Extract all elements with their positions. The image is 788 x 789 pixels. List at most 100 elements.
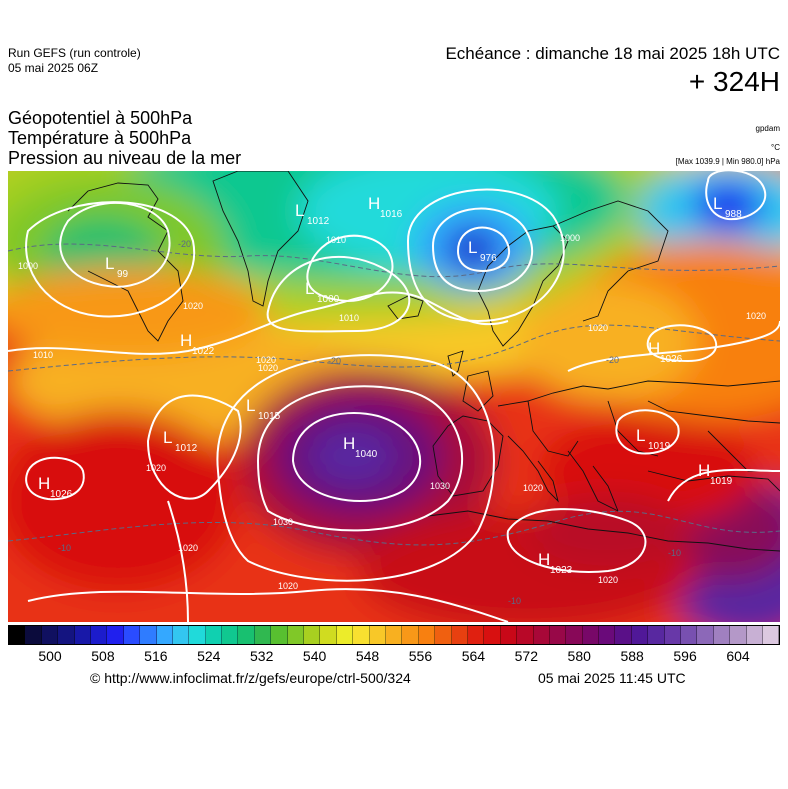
pressure-center-value: 976: [480, 253, 497, 264]
color-scale-swatch: [451, 626, 468, 644]
pressure-center-low: L: [468, 238, 477, 257]
color-scale-swatch: [484, 626, 501, 644]
color-scale-tick: 580: [567, 648, 591, 664]
isotherm-label: -10: [668, 548, 681, 558]
color-scale-swatch: [435, 626, 452, 644]
isobars: [8, 171, 780, 622]
color-scale-swatch: [107, 626, 124, 644]
isobar-label: 1010: [33, 350, 53, 360]
color-scale-swatch: [418, 626, 436, 644]
isotherm-label: -10: [508, 596, 521, 606]
color-scale-swatch: [254, 626, 272, 644]
pressure-center-low: L: [305, 279, 314, 298]
color-scale-swatch: [287, 626, 305, 644]
pressure-center-low: L: [713, 194, 722, 213]
pressure-center-value: 1015: [258, 411, 281, 422]
isobar-label: 1020: [523, 483, 543, 493]
color-scale-swatch: [205, 626, 223, 644]
isotherm-label: -20: [328, 356, 341, 366]
pressure-center-high: H: [698, 461, 710, 480]
color-scale-swatch: [140, 626, 157, 644]
pressure-center-high: H: [38, 474, 50, 493]
pressure-center-value: 1012: [175, 443, 198, 454]
color-scale-swatch: [599, 626, 616, 644]
color-scale-tick: 604: [726, 648, 750, 664]
pressure-center-value: 1022: [192, 346, 215, 357]
isobar-label: 1020: [256, 355, 276, 365]
pressure-center-value: 1019: [648, 441, 671, 452]
color-scale-swatch: [304, 626, 321, 644]
color-scale-tick: 540: [302, 648, 327, 664]
color-scale-tick: 500: [38, 648, 62, 664]
pressure-center-value: 1040: [355, 449, 378, 460]
color-scale-swatch: [566, 626, 583, 644]
color-scale-swatch: [746, 626, 763, 644]
isobar-label: 1000: [560, 233, 580, 243]
isobar-label: 1020: [278, 581, 298, 591]
color-scale-swatch: [500, 626, 518, 644]
color-scale-bar: [8, 625, 780, 645]
isotherms: [8, 243, 780, 546]
color-scale-swatch: [271, 626, 288, 644]
pressure-center-value: 1016: [380, 209, 403, 220]
isotherm-labels: -20 -20 -20 -10 -10 -10: [58, 239, 681, 606]
isobar-label: 1010: [326, 235, 346, 245]
pressure-range: [Max 1039.9 | Min 980.0] hPa: [675, 157, 780, 166]
color-scale-tick: 596: [673, 648, 697, 664]
color-scale-swatch: [172, 626, 190, 644]
color-scale-swatch: [385, 626, 403, 644]
color-scale-swatch: [58, 626, 75, 644]
isobar-label: 1000: [18, 261, 38, 271]
unit-temperature: °C: [771, 143, 780, 152]
color-scale-tick: 588: [620, 648, 644, 664]
isobar-label: 1020: [178, 543, 198, 553]
pressure-center-low: L: [636, 426, 645, 445]
weather-map: L 1012 H 1016 L 976 L 988 L 99 L 1000 H 1022 H 1026 L 101…: [8, 171, 780, 622]
pressure-center-value: 988: [725, 209, 742, 220]
pressure-center-low: L: [246, 396, 255, 415]
isobar-label: 1020: [146, 463, 166, 473]
pressure-center-high: H: [343, 434, 355, 453]
pressure-center-high: H: [538, 550, 550, 569]
color-scale-tick: 572: [514, 648, 538, 664]
color-scale-swatch: [156, 626, 173, 644]
color-scale-swatch: [713, 626, 731, 644]
pressure-center-high: H: [180, 331, 192, 350]
isotherm-label: -10: [58, 543, 71, 553]
color-scale-swatch: [353, 626, 370, 644]
isobar-label: 1020: [183, 301, 203, 311]
color-scale-swatch: [615, 626, 632, 644]
color-scale-swatch: [90, 626, 108, 644]
source-url: © http://www.infoclimat.fr/z/gefs/europe…: [90, 670, 411, 686]
isobar-label: 1020: [258, 363, 278, 373]
pressure-center-value: 1023: [550, 565, 573, 576]
run-date: 05 mai 2025 06Z: [8, 61, 99, 75]
color-scale-swatch: [336, 626, 354, 644]
unit-geopotential: gpdam: [755, 124, 780, 133]
color-scale-swatch: [697, 626, 714, 644]
pressure-center-high: H: [648, 339, 660, 358]
isotherm-label: -20: [606, 355, 619, 365]
color-scale-swatch: [222, 626, 239, 644]
color-scale-swatch: [517, 626, 534, 644]
isobar-label: 1020: [746, 311, 766, 321]
color-scale-swatch: [41, 626, 59, 644]
isobar-label: 1030: [273, 517, 293, 527]
isobar-label: 1030: [430, 481, 450, 491]
color-scale-swatch: [648, 626, 665, 644]
pressure-center-value: 1026: [50, 489, 73, 500]
run-label: Run GEFS (run controle): [8, 46, 141, 60]
pressure-center-value: 1026: [660, 354, 683, 365]
isobar-label: 1020: [588, 323, 608, 333]
color-scale-swatch: [123, 626, 141, 644]
coastlines: [67, 171, 780, 552]
pressure-center-value: 99: [117, 269, 129, 280]
title-temperature: Température à 500hPa: [8, 128, 192, 148]
isobar-label: 1010: [339, 313, 359, 323]
color-scale-swatch: [9, 626, 26, 644]
isotherm-label: -20: [178, 239, 191, 249]
color-scale-swatch: [238, 626, 255, 644]
color-scale-swatch: [762, 626, 780, 644]
